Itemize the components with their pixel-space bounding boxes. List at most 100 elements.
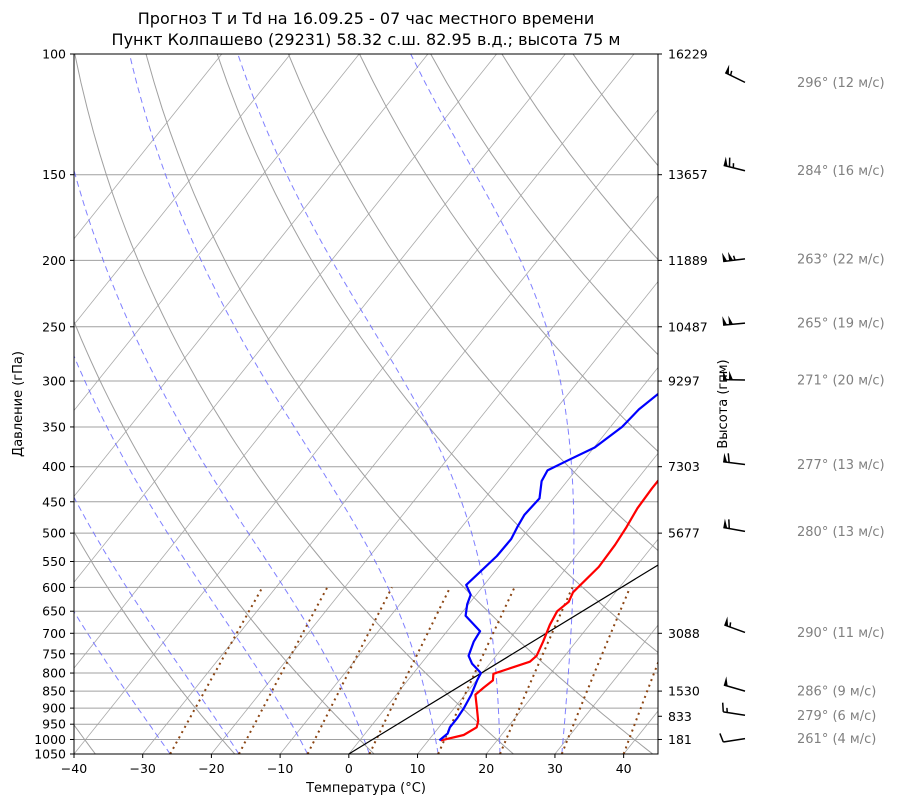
y-tick-label: 150	[42, 167, 66, 182]
isotherm-line	[348, 366, 658, 754]
isotherm-line	[74, 54, 635, 754]
wind-barb-flag	[723, 156, 728, 167]
wind-label: 279° (6 м/с)	[797, 709, 876, 724]
wind-barb-half	[732, 255, 736, 261]
moist-adiabat-line	[129, 54, 439, 754]
isotherm-line	[74, 54, 497, 583]
isotherm-line	[74, 54, 291, 326]
dry-adiabat-line	[501, 54, 658, 261]
mixing-ratio-line	[169, 586, 264, 754]
y-tick-label: 750	[42, 646, 66, 661]
height-tick-label: 1530	[668, 684, 700, 699]
y-tick-label: 850	[42, 684, 66, 699]
wind-label: 286° (9 м/с)	[797, 685, 876, 700]
wind-barb-flag	[729, 370, 734, 380]
mixing-ratio-line	[622, 660, 658, 754]
moist-adiabat-line	[74, 168, 370, 754]
series-layer	[348, 392, 658, 754]
height-tick-label: 3088	[668, 626, 700, 641]
dewpoint-line	[438, 392, 658, 742]
x-tick-label: −20	[198, 761, 224, 776]
wind-barb-flag	[723, 370, 728, 380]
wind-barb-full	[721, 702, 725, 712]
x-tick-label: 0	[345, 761, 353, 776]
wind-barb-staff	[723, 322, 746, 326]
dry-adiabat-line	[74, 54, 514, 754]
x-tick-label: −40	[61, 761, 87, 776]
wind-layer: 296° (12 м/с) 284° (16 м/с) 263° (22 м/с) 2…	[719, 64, 885, 747]
wind-barb-flag	[724, 616, 729, 627]
y-tick-label: 650	[42, 604, 66, 619]
dry-adiabat-line	[216, 54, 658, 654]
y-tick-label: 450	[42, 494, 66, 509]
x-tick-label: 10	[410, 761, 426, 776]
wind-barb-flag	[725, 64, 730, 75]
isotherm-line	[485, 538, 658, 754]
wind-label: 261° (4 м/с)	[797, 732, 876, 747]
y-tick-label: 100	[42, 47, 66, 62]
y-tick-label: 700	[42, 626, 66, 641]
plot-frame	[73, 53, 659, 755]
dry-adiabat-line	[74, 320, 375, 754]
mixing-ratio-line	[238, 586, 329, 754]
wind-label: 271° (20 м/с)	[797, 374, 885, 389]
wind-label: 277° (13 м/с)	[797, 458, 885, 473]
wind-barb-staff	[724, 72, 746, 84]
height-tick-label: 833	[668, 709, 692, 724]
wind-barb-flag	[722, 252, 728, 262]
isotherm-line	[279, 281, 658, 754]
wind-barb-flag	[728, 251, 734, 261]
y-tick-label: 400	[42, 459, 66, 474]
y-tick-label: 1050	[34, 747, 66, 762]
y-tick-label: 600	[42, 580, 66, 595]
isotherm-line	[142, 109, 658, 754]
wind-label: 290° (11 м/с)	[797, 626, 885, 641]
wind-label: 263° (22 м/с)	[797, 252, 885, 267]
wind-label: 280° (13 м/с)	[797, 525, 885, 540]
parcel-line	[348, 564, 658, 754]
wind-label: 296° (12 м/с)	[797, 76, 885, 91]
wind-barb-flag	[723, 452, 728, 463]
axes-layer: −40 −30 −20 −10 0 10 20 30 40 100 150 200 250 300 350 4…	[34, 47, 708, 777]
height-tick-label: 11889	[668, 253, 708, 268]
wind-label: 284° (16 м/с)	[797, 164, 885, 179]
wind-barb-flag	[723, 676, 728, 687]
dry-adiabat-line	[145, 54, 654, 754]
y-axis-right-title: Высота (гпм)	[716, 359, 731, 448]
wind-barb-staff	[723, 684, 746, 692]
wind-barb-flag	[728, 315, 734, 325]
height-tick-label: 13657	[668, 167, 708, 182]
wind-barb-flag	[723, 518, 728, 529]
mixing-ratio-line	[499, 586, 574, 754]
y-tick-label: 250	[42, 319, 66, 334]
moist-adiabat-line	[410, 54, 575, 754]
x-tick-label: −30	[130, 761, 156, 776]
wind-barb-full	[719, 733, 724, 743]
y-tick-label: 900	[42, 701, 66, 716]
x-tick-label: 20	[478, 761, 494, 776]
y-tick-label: 950	[42, 717, 66, 732]
dry-adiabat-line	[287, 54, 658, 552]
y-tick-label: 800	[42, 666, 66, 681]
isotherm-line	[74, 54, 223, 240]
wind-barb-flag	[722, 316, 728, 326]
isotherm-line	[74, 54, 360, 412]
grid-layer	[74, 54, 658, 754]
x-tick-label: −10	[267, 761, 293, 776]
x-tick-label: 30	[547, 761, 563, 776]
y-tick-label: 500	[42, 526, 66, 541]
isotherm-line	[417, 452, 658, 754]
x-axis-title: Температура (°C)	[305, 781, 426, 796]
y-axis-title: Давление (гПа)	[11, 351, 26, 457]
moist-adiabat-line	[237, 54, 501, 754]
temperature-line	[440, 479, 658, 742]
y-tick-label: 200	[42, 253, 66, 268]
height-tick-label: 181	[668, 732, 692, 747]
y-tick-label: 350	[42, 419, 66, 434]
chart-title-line2: Пункт Колпашево (29231) 58.32 с.ш. 82.95…	[112, 30, 621, 49]
dry-adiabat-line	[430, 54, 658, 356]
wind-label: 265° (19 м/с)	[797, 317, 885, 332]
height-tick-label: 10487	[668, 319, 708, 334]
isotherm-line	[211, 195, 658, 754]
